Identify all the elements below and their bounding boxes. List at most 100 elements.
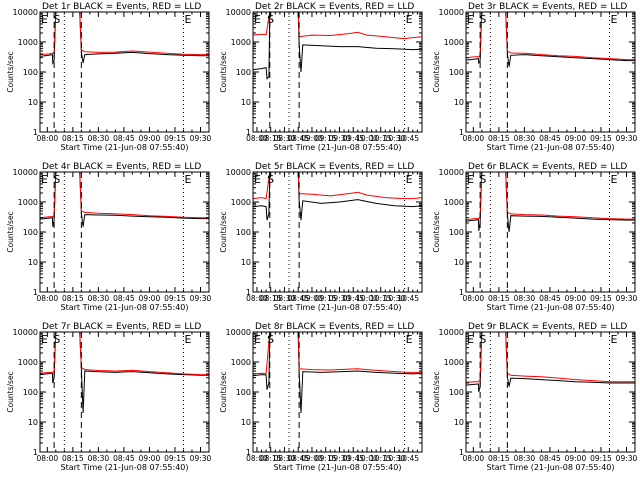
events-series-line: [40, 172, 209, 227]
plot-area: [253, 172, 422, 292]
y-tick-label: 10000: [13, 168, 38, 177]
y-axis-label: Counts/sec: [219, 371, 228, 412]
end-marker: E: [406, 13, 413, 26]
x-tick-label: 08:00: [37, 294, 59, 303]
events-series-line: [466, 12, 635, 67]
lld-series-line: [40, 332, 209, 376]
x-tick-label: 09:15: [590, 294, 612, 303]
x-tick-label: 08:00: [246, 294, 268, 303]
y-tick-label: 1: [33, 448, 38, 457]
plot-area: [466, 332, 635, 452]
plot-area: [253, 12, 422, 132]
x-tick-label: 10:30: [384, 454, 406, 463]
events-series-line: [253, 332, 422, 414]
y-axis-label: Counts/sec: [432, 371, 441, 412]
end-marker: E: [610, 333, 617, 346]
x-tick-label: 09:00: [301, 294, 323, 303]
events-series-line: [466, 172, 635, 233]
y-axis-label: Counts/sec: [432, 51, 441, 92]
x-tick-label: 08:15: [488, 134, 510, 143]
x-tick-label: 08:15: [260, 134, 282, 143]
x-axis-label: Start Time (21-Jun-08 07:55:40): [61, 463, 189, 472]
plot-area: [466, 12, 635, 132]
start-marker: S: [479, 333, 486, 346]
panel-title: Det 7r BLACK = Events, RED = LLD: [42, 322, 201, 332]
plot-area: [40, 172, 209, 292]
end-marker: E: [610, 173, 617, 186]
y-tick-label: 1: [459, 288, 464, 297]
x-axis-label: Start Time (21-Jun-08 07:55:40): [61, 143, 189, 152]
lld-series-line: [253, 332, 422, 375]
lld-series-line: [40, 12, 209, 56]
y-axis-label: Counts/sec: [432, 211, 441, 252]
panel-title: Det 2r BLACK = Events, RED = LLD: [255, 2, 414, 12]
y-axis-label: Counts/sec: [6, 371, 15, 412]
y-axis-label: Counts/sec: [219, 51, 228, 92]
x-tick-label: 08:15: [260, 294, 282, 303]
x-tick-label: 08:30: [88, 454, 110, 463]
x-tick-label: 09:30: [616, 294, 638, 303]
plot-frame: [252, 11, 423, 133]
events-series-line: [253, 12, 422, 80]
x-tick-label: 09:00: [565, 134, 587, 143]
lld-series-line: [466, 12, 635, 61]
x-tick-label: 08:00: [37, 134, 59, 143]
y-tick-label: 10: [241, 98, 251, 107]
x-tick-label: 08:00: [246, 454, 268, 463]
end-marker: E: [184, 333, 191, 346]
x-tick-label: 10:45: [397, 294, 419, 303]
x-tick-label: 09:15: [315, 294, 337, 303]
x-tick-label: 09:15: [315, 454, 337, 463]
y-tick-label: 1000: [231, 198, 251, 207]
plot-area: [466, 172, 635, 292]
lld-series-line: [466, 172, 635, 221]
x-tick-label: 08:30: [514, 294, 536, 303]
x-tick-label: 08:15: [62, 454, 84, 463]
x-tick-label: 08:30: [88, 294, 110, 303]
events-series-line: [40, 12, 209, 65]
start-marker: S: [267, 173, 274, 186]
panel-title: Det 6r BLACK = Events, RED = LLD: [468, 162, 627, 172]
left-edge-marker: E: [41, 173, 48, 186]
x-tick-label: 08:15: [62, 134, 84, 143]
x-tick-label: 10:30: [384, 134, 406, 143]
y-tick-label: 10: [28, 98, 38, 107]
start-marker: S: [267, 333, 274, 346]
x-tick-label: 09:15: [164, 134, 186, 143]
x-tick-label: 09:15: [590, 454, 612, 463]
panel-title: Det 9r BLACK = Events, RED = LLD: [468, 322, 627, 332]
x-tick-label: 08:45: [113, 134, 135, 143]
x-tick-label: 09:30: [329, 454, 351, 463]
y-tick-label: 1000: [444, 38, 464, 47]
y-tick-label: 10000: [226, 328, 251, 337]
x-tick-label: 08:00: [37, 454, 59, 463]
x-tick-label: 08:15: [260, 454, 282, 463]
x-tick-label: 08:45: [113, 454, 135, 463]
y-tick-label: 10000: [13, 328, 38, 337]
y-tick-label: 100: [449, 228, 464, 237]
x-tick-label: 09:00: [139, 454, 161, 463]
y-tick-label: 100: [23, 228, 38, 237]
plot-frame: [252, 331, 423, 453]
x-tick-label: 08:45: [287, 454, 309, 463]
y-tick-label: 10: [28, 418, 38, 427]
plot-area: [253, 332, 422, 452]
x-tick-label: 09:00: [301, 134, 323, 143]
y-tick-label: 1: [246, 448, 251, 457]
x-axis-label: Start Time (21-Jun-08 07:55:40): [487, 143, 615, 152]
lld-series-line: [40, 172, 209, 219]
x-axis-label: Start Time (21-Jun-08 07:55:40): [274, 463, 402, 472]
lld-series-line: [466, 332, 635, 383]
x-tick-label: 09:45: [342, 454, 364, 463]
y-tick-label: 10000: [13, 8, 38, 17]
plot-area: [40, 332, 209, 452]
y-tick-label: 100: [236, 228, 251, 237]
x-tick-label: 09:30: [190, 454, 212, 463]
